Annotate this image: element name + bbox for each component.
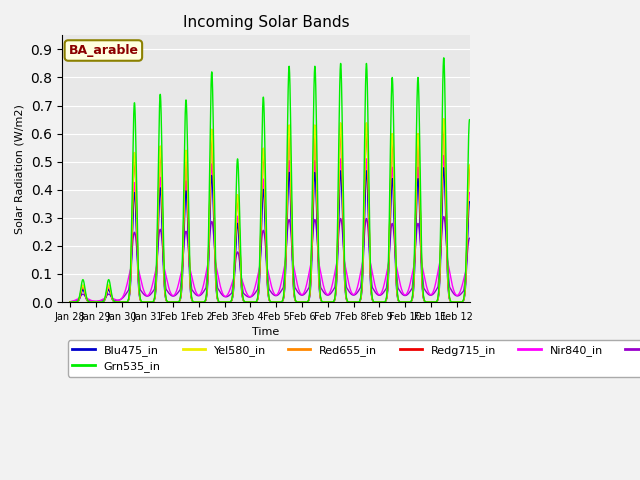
Grn535_in: [388, 75, 396, 81]
Nir840_in: [388, 165, 396, 170]
Blu475_in: [388, 176, 396, 181]
Redg715_in: [66, 299, 74, 305]
Redg715_in: [388, 135, 396, 141]
Nir945_in: [419, 280, 427, 286]
Nir840_in: [66, 299, 74, 305]
Nir945_in: [409, 283, 417, 288]
Redg715_in: [440, 121, 447, 127]
Y-axis label: Solar Radiation (W/m2): Solar Radiation (W/m2): [15, 104, 25, 234]
Line: Nir840_in: Nir840_in: [70, 156, 483, 302]
Nir945_in: [66, 299, 74, 305]
Red655_in: [291, 293, 298, 299]
Title: Incoming Solar Bands: Incoming Solar Bands: [182, 15, 349, 30]
Yel580_in: [313, 171, 321, 177]
Red655_in: [152, 288, 159, 294]
Yel580_in: [409, 294, 417, 300]
Grn535_in: [440, 55, 447, 60]
Nir945_in: [313, 228, 321, 233]
Grn535_in: [313, 129, 321, 135]
Grn535_in: [479, 299, 486, 305]
Redg715_in: [409, 294, 417, 300]
Nir840_in: [313, 197, 321, 203]
Blu475_in: [66, 299, 74, 305]
Nir840_in: [152, 268, 159, 274]
Nir945_in: [440, 214, 447, 219]
Nir945_in: [479, 297, 486, 302]
Yel580_in: [152, 288, 159, 294]
Blu475_in: [440, 165, 447, 170]
Redg715_in: [291, 293, 298, 299]
Blu475_in: [479, 299, 486, 305]
Red655_in: [66, 299, 74, 305]
Redg715_in: [313, 175, 321, 180]
Red655_in: [409, 294, 417, 300]
Blu475_in: [409, 296, 417, 301]
Grn535_in: [152, 284, 159, 290]
Blu475_in: [419, 294, 427, 300]
Blu475_in: [152, 291, 159, 297]
Blu475_in: [291, 295, 298, 300]
Red655_in: [479, 299, 486, 305]
Nir840_in: [409, 269, 417, 275]
Line: Red655_in: Red655_in: [70, 119, 483, 302]
Grn535_in: [409, 293, 417, 299]
Nir945_in: [152, 276, 159, 282]
Text: BA_arable: BA_arable: [68, 44, 138, 57]
Red655_in: [313, 171, 321, 177]
Redg715_in: [479, 299, 486, 305]
X-axis label: Time: Time: [252, 327, 280, 337]
Red655_in: [440, 116, 447, 122]
Red655_in: [388, 131, 396, 137]
Yel580_in: [66, 299, 74, 305]
Yel580_in: [388, 131, 396, 137]
Line: Nir945_in: Nir945_in: [70, 216, 483, 302]
Nir840_in: [440, 153, 447, 158]
Redg715_in: [419, 292, 427, 298]
Grn535_in: [291, 291, 298, 297]
Yel580_in: [419, 292, 427, 298]
Nir945_in: [291, 280, 298, 286]
Nir840_in: [479, 296, 486, 302]
Line: Grn535_in: Grn535_in: [70, 58, 483, 302]
Line: Yel580_in: Yel580_in: [70, 119, 483, 302]
Nir945_in: [388, 221, 396, 227]
Grn535_in: [66, 299, 74, 305]
Blu475_in: [313, 205, 321, 211]
Nir840_in: [419, 268, 427, 274]
Nir840_in: [291, 267, 298, 273]
Yel580_in: [440, 116, 447, 122]
Grn535_in: [419, 289, 427, 295]
Redg715_in: [152, 288, 159, 294]
Yel580_in: [479, 299, 486, 305]
Line: Blu475_in: Blu475_in: [70, 168, 483, 302]
Legend: Blu475_in, Grn535_in, Yel580_in, Red655_in, Redg715_in, Nir840_in, Nir945_in: Blu475_in, Grn535_in, Yel580_in, Red655_…: [68, 340, 640, 376]
Yel580_in: [291, 293, 298, 299]
Red655_in: [419, 292, 427, 298]
Line: Redg715_in: Redg715_in: [70, 124, 483, 302]
